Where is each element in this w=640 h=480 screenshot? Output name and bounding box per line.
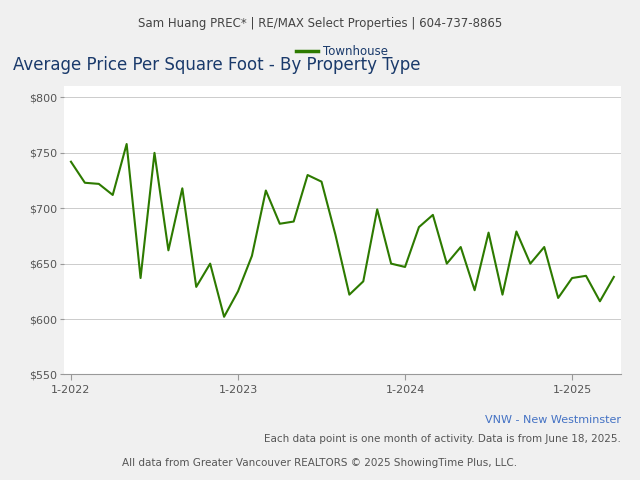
Text: Average Price Per Square Foot - By Property Type: Average Price Per Square Foot - By Prope… <box>13 57 420 74</box>
Text: Each data point is one month of activity. Data is from June 18, 2025.: Each data point is one month of activity… <box>264 434 621 444</box>
Legend: Townhouse: Townhouse <box>292 40 393 63</box>
Text: Sam Huang PREC* | RE/MAX Select Properties | 604-737-8865: Sam Huang PREC* | RE/MAX Select Properti… <box>138 17 502 30</box>
Text: VNW - New Westminster: VNW - New Westminster <box>485 415 621 425</box>
Text: All data from Greater Vancouver REALTORS © 2025 ShowingTime Plus, LLC.: All data from Greater Vancouver REALTORS… <box>122 458 518 468</box>
